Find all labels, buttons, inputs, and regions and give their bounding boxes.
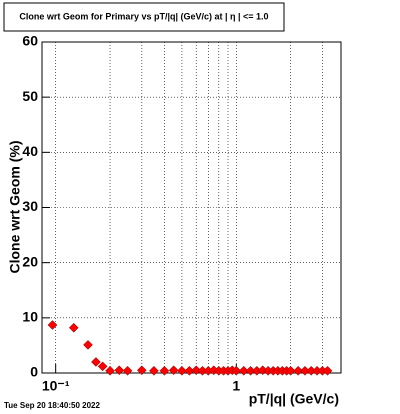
y-axis-label: Clone wrt Geom (%) [7, 140, 23, 273]
x-tick-label: 10⁻¹ [42, 378, 70, 394]
marker [114, 365, 125, 376]
marker [47, 320, 58, 330]
marker [322, 365, 333, 376]
y-tick-label: 20 [22, 253, 38, 269]
x-tick-label: 1 [232, 378, 240, 394]
marker [285, 365, 296, 376]
y-tick-label: 60 [22, 33, 38, 49]
chart-title: Clone wrt Geom for Primary vs pT/|q| (Ge… [19, 11, 268, 21]
marker [97, 361, 108, 372]
marker [238, 365, 249, 376]
plot-frame [41, 41, 342, 374]
marker [293, 365, 303, 376]
marker [231, 365, 242, 376]
marker [122, 365, 133, 376]
y-tick-label: 10 [22, 309, 38, 325]
marker [177, 365, 187, 376]
y-tick-label: 40 [22, 143, 38, 159]
marker [91, 357, 101, 367]
title-box [3, 2, 285, 32]
marker [191, 365, 202, 376]
marker [68, 322, 79, 333]
marker [159, 365, 170, 376]
footer-date: Tue Sep 20 18:40:50 2022 [4, 401, 100, 410]
marker [105, 365, 115, 376]
y-tick-label: 0 [30, 364, 38, 380]
y-tick-label: 30 [22, 198, 38, 214]
y-tick-label: 50 [22, 88, 38, 104]
x-axis-label: pT/|q| (GeV/c) [249, 391, 339, 407]
marker [136, 365, 147, 376]
marker [83, 340, 93, 350]
marker [168, 365, 179, 376]
marker [149, 365, 159, 376]
